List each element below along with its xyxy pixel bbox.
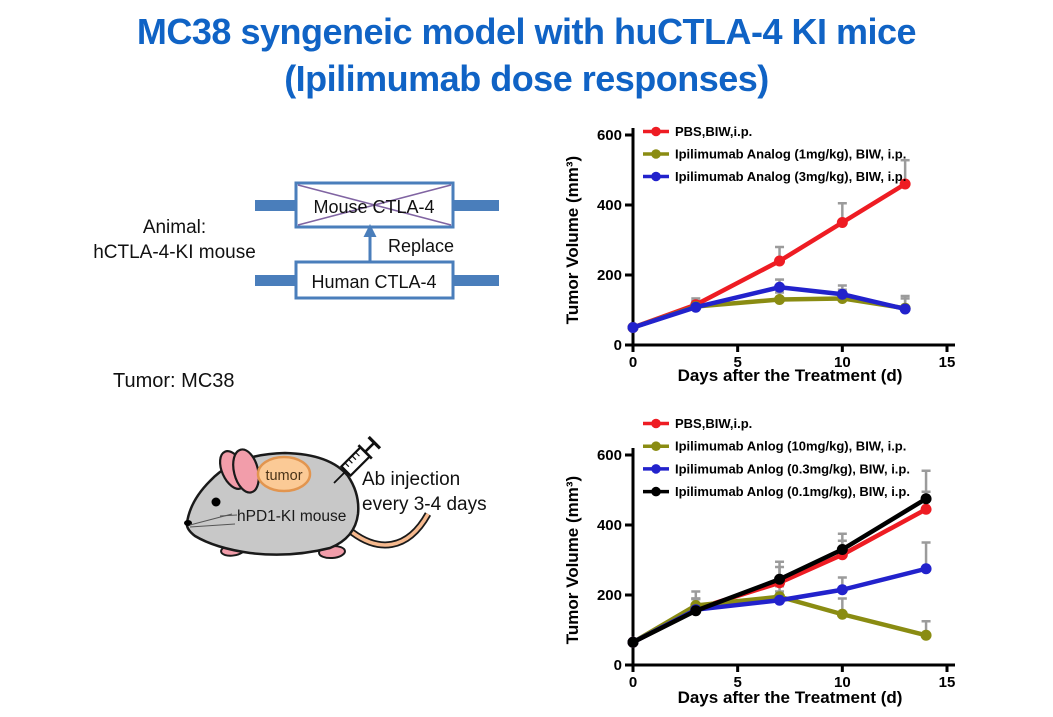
mouse-ctla4-label: Mouse CTLA-4 [313, 197, 434, 217]
svg-text:200: 200 [597, 267, 622, 284]
svg-text:400: 400 [597, 197, 622, 214]
animal-label-line1: Animal: [142, 217, 207, 238]
animal-label-line2: hCTLA-4-KI mouse [93, 242, 256, 263]
svg-text:Ipilimumab Anlog (0.3mg/kg), B: Ipilimumab Anlog (0.3mg/kg), BIW, i.p. [675, 461, 910, 476]
tumor-volume-chart-low-dose: 0 5 10 15 0 200 400 600 Days after the Treatment… [558, 400, 1053, 717]
label-pointer-line [219, 514, 238, 517]
slide-title: MC38 syngeneic model with huCTLA-4 KI mi… [0, 8, 1053, 102]
svg-text:15: 15 [939, 674, 956, 691]
svg-text:15: 15 [939, 354, 956, 371]
chart-canvas: 0 5 10 15 0 200 400 600 Days after the Treatment… [563, 416, 956, 707]
svg-text:200: 200 [597, 587, 622, 604]
svg-text:400: 400 [597, 517, 622, 534]
svg-text:0: 0 [614, 657, 622, 674]
svg-text:0: 0 [614, 337, 622, 354]
tumor-bump [256, 455, 312, 493]
svg-text:10: 10 [834, 674, 851, 691]
svg-text:600: 600 [597, 447, 622, 464]
svg-text:Days after the Treatment (d): Days after the Treatment (d) [678, 688, 903, 707]
tumor-model-label: Tumor: MC38 [113, 370, 235, 392]
tumor-volume-chart-high-dose: 0 5 10 15 0 200 400 600 Days after the Treatment… [558, 118, 1053, 403]
svg-text:0: 0 [629, 674, 637, 691]
human-ctla4-box [294, 260, 455, 300]
svg-text:PBS,BIW,i.p.: PBS,BIW,i.p. [675, 416, 752, 431]
svg-text:Tumor Volume (mm³): Tumor Volume (mm³) [563, 476, 582, 644]
svg-text:Ipilimumab Anlog (10mg/kg), BI: Ipilimumab Anlog (10mg/kg), BIW, i.p. [675, 439, 906, 454]
mouse-strain-tag: hPD1-KI mouse [237, 508, 346, 525]
mouse-ctla4-box [294, 181, 455, 229]
mouse-ear-front [232, 448, 260, 494]
svg-text:600: 600 [597, 127, 622, 144]
injection-note-line1: Ab injection [362, 469, 461, 490]
svg-text:PBS,BIW,i.p.: PBS,BIW,i.p. [675, 124, 752, 139]
slide-title-line1: MC38 syngeneic model with huCTLA-4 KI mi… [136, 11, 917, 52]
mouse-tail [346, 513, 430, 547]
svg-text:10: 10 [834, 354, 851, 371]
svg-text:5: 5 [733, 354, 741, 371]
replace-label: Replace [388, 236, 454, 256]
svg-text:Days after the Treatment (d): Days after the Treatment (d) [678, 366, 903, 385]
chromosome-bar-top-right [453, 200, 499, 211]
replace-arrow-head [363, 224, 377, 237]
tumor-tag: tumor [265, 468, 302, 484]
syringe-icon [333, 435, 382, 484]
svg-text:0: 0 [629, 354, 637, 371]
chromosome-bar-bottom-right [453, 275, 499, 286]
svg-text:Ipilimumab Analog (3mg/kg), BI: Ipilimumab Analog (3mg/kg), BIW, i.p. [675, 169, 906, 184]
mouse-eye [211, 497, 221, 507]
mouse-cartoon: tumor hPD1-KI mouse [184, 435, 432, 560]
knockout-cross-line2 [297, 184, 452, 226]
injection-note-line2: every 3-4 days [362, 494, 487, 515]
chromosome-bar-top-left [255, 200, 296, 211]
chromosome-bar-bottom-left [255, 275, 296, 286]
human-ctla4-label: Human CTLA-4 [311, 272, 436, 292]
svg-text:Ipilimumab Analog (1mg/kg), BI: Ipilimumab Analog (1mg/kg), BIW, i.p. [675, 147, 906, 162]
chart-canvas: 0 5 10 15 0 200 400 600 Days after the Treatment… [563, 124, 956, 385]
slide-title-line2: (Ipilimumab dose responses) [284, 58, 769, 99]
gene-replacement-diagram: Mouse CTLA-4 Replace Human CTLA-4 [255, 181, 499, 300]
svg-text:Tumor Volume (mm³): Tumor Volume (mm³) [563, 156, 582, 324]
svg-text:5: 5 [733, 674, 741, 691]
injection-note: Ab injection every 3-4 days [362, 467, 487, 517]
mouse-whisker-2 [189, 523, 236, 528]
svg-text:Ipilimumab Anlog (0.1mg/kg), B: Ipilimumab Anlog (0.1mg/kg), BIW, i.p. [675, 484, 910, 499]
animal-label: Animal: hCTLA-4-KI mouse [72, 215, 277, 265]
